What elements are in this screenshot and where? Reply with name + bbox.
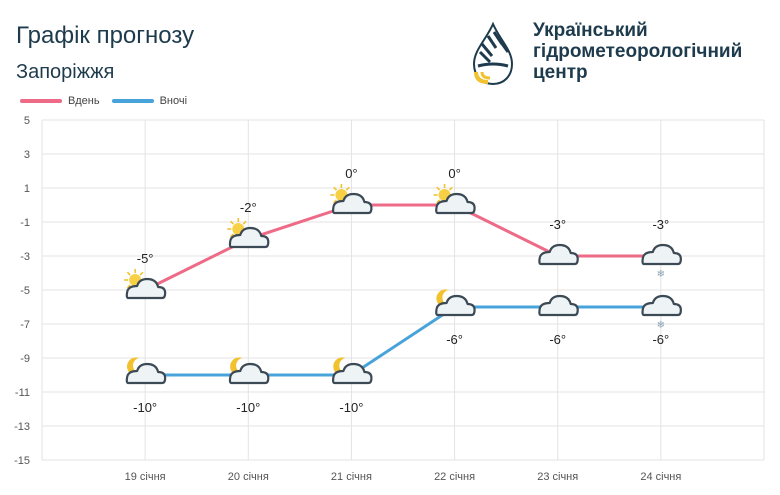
data-label-day: 0° (345, 166, 357, 181)
legend-swatch-day (20, 99, 62, 103)
series-line-day (144, 203, 661, 292)
y-tick-label: -13 (14, 421, 30, 433)
x-tick-label: 20 січня (228, 471, 269, 483)
city-name: Запоріжжя (16, 61, 115, 83)
chart-title: Графік прогнозу (16, 22, 195, 49)
data-label-night: -10° (236, 400, 260, 415)
cloud-icon (538, 294, 579, 317)
y-tick-label: 3 (24, 149, 30, 161)
y-tick-label: -9 (20, 353, 30, 365)
ukrhydromet-logo-icon (472, 22, 514, 86)
y-tick-label: -15 (14, 455, 30, 467)
data-label-night: -6° (446, 332, 463, 347)
y-tick-label: 1 (24, 183, 30, 195)
sun-cloud-icon (124, 269, 167, 300)
cloud-icon (538, 243, 579, 266)
y-tick-label: -5 (20, 285, 30, 297)
data-label-day: -5° (137, 251, 154, 266)
legend-item-day[interactable]: Вдень (20, 95, 100, 107)
sun-cloud-icon (227, 218, 270, 249)
cloud-snow-icon: ❄ (641, 243, 682, 280)
data-label-day: 0° (448, 166, 460, 181)
x-tick-label: 23 січня (537, 471, 578, 483)
legend-swatch-night (111, 99, 154, 103)
data-label-day: -3° (549, 217, 566, 232)
y-tick-label: -7 (20, 319, 30, 331)
sun-cloud-icon (433, 184, 476, 215)
cloud-snow-icon: ❄ (641, 294, 682, 331)
legend-label-day: Вдень (68, 95, 100, 107)
y-tick-label: 5 (24, 115, 30, 127)
data-label-night: -10° (339, 400, 363, 415)
legend: Вдень Вночі (20, 95, 199, 107)
y-tick-label: -1 (20, 217, 30, 229)
sun-cloud-icon (330, 184, 373, 215)
x-tick-label: 19 січня (125, 471, 166, 483)
moon-cloud-icon (228, 357, 270, 385)
data-label-night: -6° (549, 332, 566, 347)
legend-label-night: Вночі (159, 95, 188, 107)
data-label-night: -10° (133, 400, 157, 415)
moon-cloud-icon (332, 357, 373, 385)
svg-text:❄: ❄ (657, 269, 665, 280)
data-label-night: -6° (652, 332, 669, 347)
series-line-night (145, 305, 661, 377)
moon-cloud-icon (125, 357, 167, 385)
x-tick-label: 22 січня (434, 471, 475, 483)
svg-text:❄: ❄ (657, 320, 665, 331)
x-tick-label: 21 січня (331, 471, 372, 483)
data-label-day: -3° (652, 217, 669, 232)
y-tick-label: -11 (15, 387, 30, 399)
moon-cloud-icon (435, 289, 476, 317)
org-name: Український гідрометеорологічний центр (533, 20, 743, 83)
legend-item-night[interactable]: Вночі (111, 95, 188, 107)
x-tick-label: 24 січня (640, 471, 681, 483)
y-tick-label: -3 (20, 251, 30, 263)
data-label-day: -2° (240, 200, 257, 215)
